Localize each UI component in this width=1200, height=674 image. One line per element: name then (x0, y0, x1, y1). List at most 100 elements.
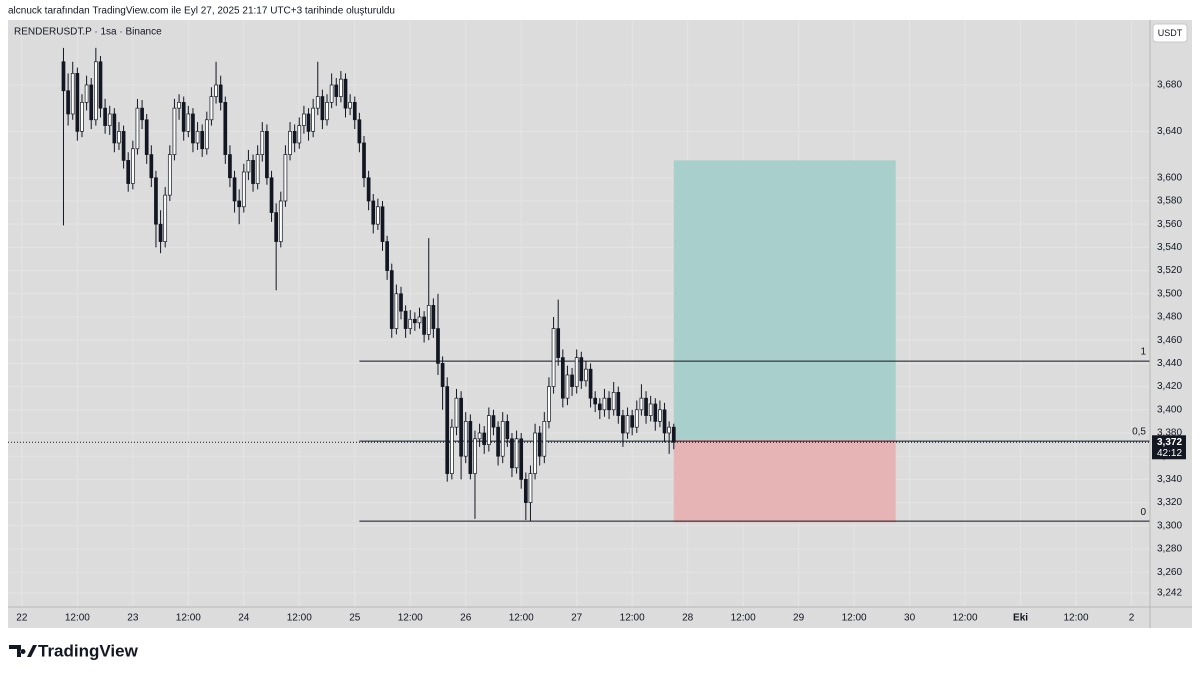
candle-body (130, 148, 135, 184)
candle-body (149, 154, 154, 179)
candle-body (265, 131, 269, 179)
candle-body (436, 328, 440, 364)
candle-body (191, 113, 195, 144)
x-tick-label: 30 (904, 613, 916, 624)
candle-body (163, 194, 168, 242)
loss-zone (673, 439, 896, 523)
candle-body (195, 131, 200, 144)
candle-body (112, 113, 117, 144)
candle-body (274, 212, 279, 242)
candle-body (611, 392, 616, 411)
y-tick-label: 3,260 (1157, 567, 1182, 578)
candle-body (547, 386, 551, 422)
candle-body (334, 84, 339, 97)
candle-body (103, 107, 107, 126)
y-tick-label: 3,500 (1157, 288, 1182, 299)
x-tick-label: 27 (571, 613, 583, 624)
countdown: 42:12 (1157, 448, 1182, 459)
x-tick-label: 12:00 (842, 613, 867, 624)
candle-body (621, 415, 625, 434)
x-tick-label: 12:00 (620, 613, 645, 624)
candle-body (570, 374, 574, 387)
candle-body (84, 84, 89, 103)
candle-body (241, 171, 246, 208)
candle-body (98, 61, 103, 109)
candle-body (658, 409, 662, 422)
candle-body (144, 119, 149, 155)
x-tick-label: 12:00 (731, 613, 756, 624)
candle-body (588, 368, 593, 399)
candle-body (200, 131, 205, 150)
y-tick-label: 3,380 (1157, 428, 1182, 439)
candle-body (66, 90, 70, 115)
y-tick-label: 3,400 (1157, 404, 1182, 415)
candle-body (519, 438, 524, 480)
y-tick-label: 3,440 (1157, 358, 1182, 369)
fib-label: 0 (1140, 507, 1146, 518)
brand-name: TradingView (38, 641, 139, 660)
candle-body (75, 73, 80, 132)
x-tick-label: 12:00 (65, 613, 90, 624)
candle-body (556, 328, 561, 358)
candle-body (348, 102, 352, 109)
symbol-title: RENDERUSDT.P · 1sa · Binance (14, 27, 162, 38)
candle-body (237, 200, 242, 208)
candle-body (214, 84, 218, 97)
y-tick-label: 3,320 (1157, 497, 1182, 508)
candle-body (667, 426, 672, 434)
candle-body (339, 78, 343, 97)
currency-label[interactable]: USDT (1158, 28, 1183, 38)
candle-body (648, 403, 653, 416)
candle-body (315, 96, 320, 109)
candle-body (154, 177, 158, 225)
last-price-label: 3,372 (1157, 437, 1182, 448)
candle-body (454, 397, 459, 428)
x-tick-label: 12:00 (287, 613, 312, 624)
candle-body (251, 160, 255, 184)
candle-body (463, 421, 468, 457)
candle-body (126, 160, 131, 184)
profit-zone (673, 160, 896, 440)
candle-body (533, 432, 537, 474)
candle-body (329, 84, 334, 103)
candle-body (357, 119, 362, 144)
candle-body (177, 102, 181, 109)
candle-body (417, 316, 422, 324)
y-tick-label: 3,280 (1157, 544, 1182, 555)
y-tick-label: 3,242 (1157, 588, 1182, 599)
candle-body (625, 415, 630, 434)
candle-body (306, 113, 311, 132)
candle-body (579, 357, 584, 382)
candle-body (574, 357, 579, 387)
candle-body (634, 409, 639, 428)
x-tick-label: 12:00 (176, 613, 201, 624)
candle-body (232, 177, 237, 202)
x-tick-label: 23 (127, 613, 139, 624)
y-tick-label: 3,520 (1157, 265, 1182, 276)
x-tick-label: 12:00 (398, 613, 423, 624)
candle-body (302, 113, 306, 126)
currency-button[interactable] (1152, 23, 1188, 43)
candle-body (385, 241, 389, 271)
candle-body (459, 397, 463, 457)
header: alcnuck tarafından TradingView.com ile E… (8, 6, 395, 17)
candle-body (366, 177, 371, 202)
candle-body (209, 96, 214, 121)
y-tick-label: 3,480 (1157, 312, 1182, 323)
brand-icon (9, 645, 37, 657)
x-tick-label: 22 (16, 613, 28, 624)
last-price-badge (1152, 435, 1186, 460)
candle-body (167, 154, 172, 196)
candle-body (325, 102, 329, 121)
candle-body (426, 305, 431, 335)
candle-body (473, 438, 477, 474)
candle-body (505, 421, 510, 440)
candle-body (510, 438, 514, 469)
x-tick-label: 12:00 (1064, 613, 1089, 624)
candle-body (597, 403, 602, 411)
x-tick-label: 28 (682, 613, 694, 624)
x-tick-label: 25 (349, 613, 361, 624)
candle-body (135, 107, 140, 150)
